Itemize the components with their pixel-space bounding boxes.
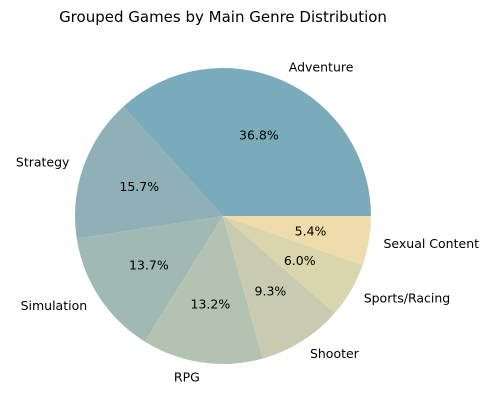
pie-category-label: Simulation: [21, 298, 88, 313]
pie-percent-label: 6.0%: [284, 253, 316, 268]
pie-slice-shooter: [223, 216, 335, 359]
pie-percent-label: 9.3%: [255, 284, 287, 299]
pie-percent-label: 13.7%: [129, 257, 169, 272]
pie-slice-adventure: [123, 67, 371, 216]
pie-percent-label: 36.8%: [239, 127, 279, 142]
pie-category-label: RPG: [174, 370, 200, 385]
slices-layer: [75, 67, 371, 365]
pie-category-label: Adventure: [289, 60, 354, 75]
pie-category-label: Sexual Content: [383, 236, 479, 251]
pie-slice-strategy: [75, 106, 223, 239]
pie-slice-sexual-content: [223, 216, 371, 266]
pie-percent-label: 15.7%: [119, 179, 159, 194]
pie-slice-simulation: [76, 216, 223, 342]
labels-layer: 36.8% Adventure 15.7% Strategy 13.7% Simulati…: [16, 60, 479, 385]
chart-title: Grouped Games by Main Genre Distribution: [59, 8, 387, 26]
pie-percent-label: 5.4%: [295, 223, 327, 238]
pie-category-label: Sports/Racing: [364, 290, 451, 305]
pie-slice-rpg: [144, 216, 263, 365]
pie-category-label: Strategy: [16, 154, 70, 169]
pie-percent-label: 13.2%: [191, 296, 231, 311]
pie-category-label: Shooter: [310, 346, 360, 361]
pie-slice-sports-racing: [223, 216, 363, 314]
